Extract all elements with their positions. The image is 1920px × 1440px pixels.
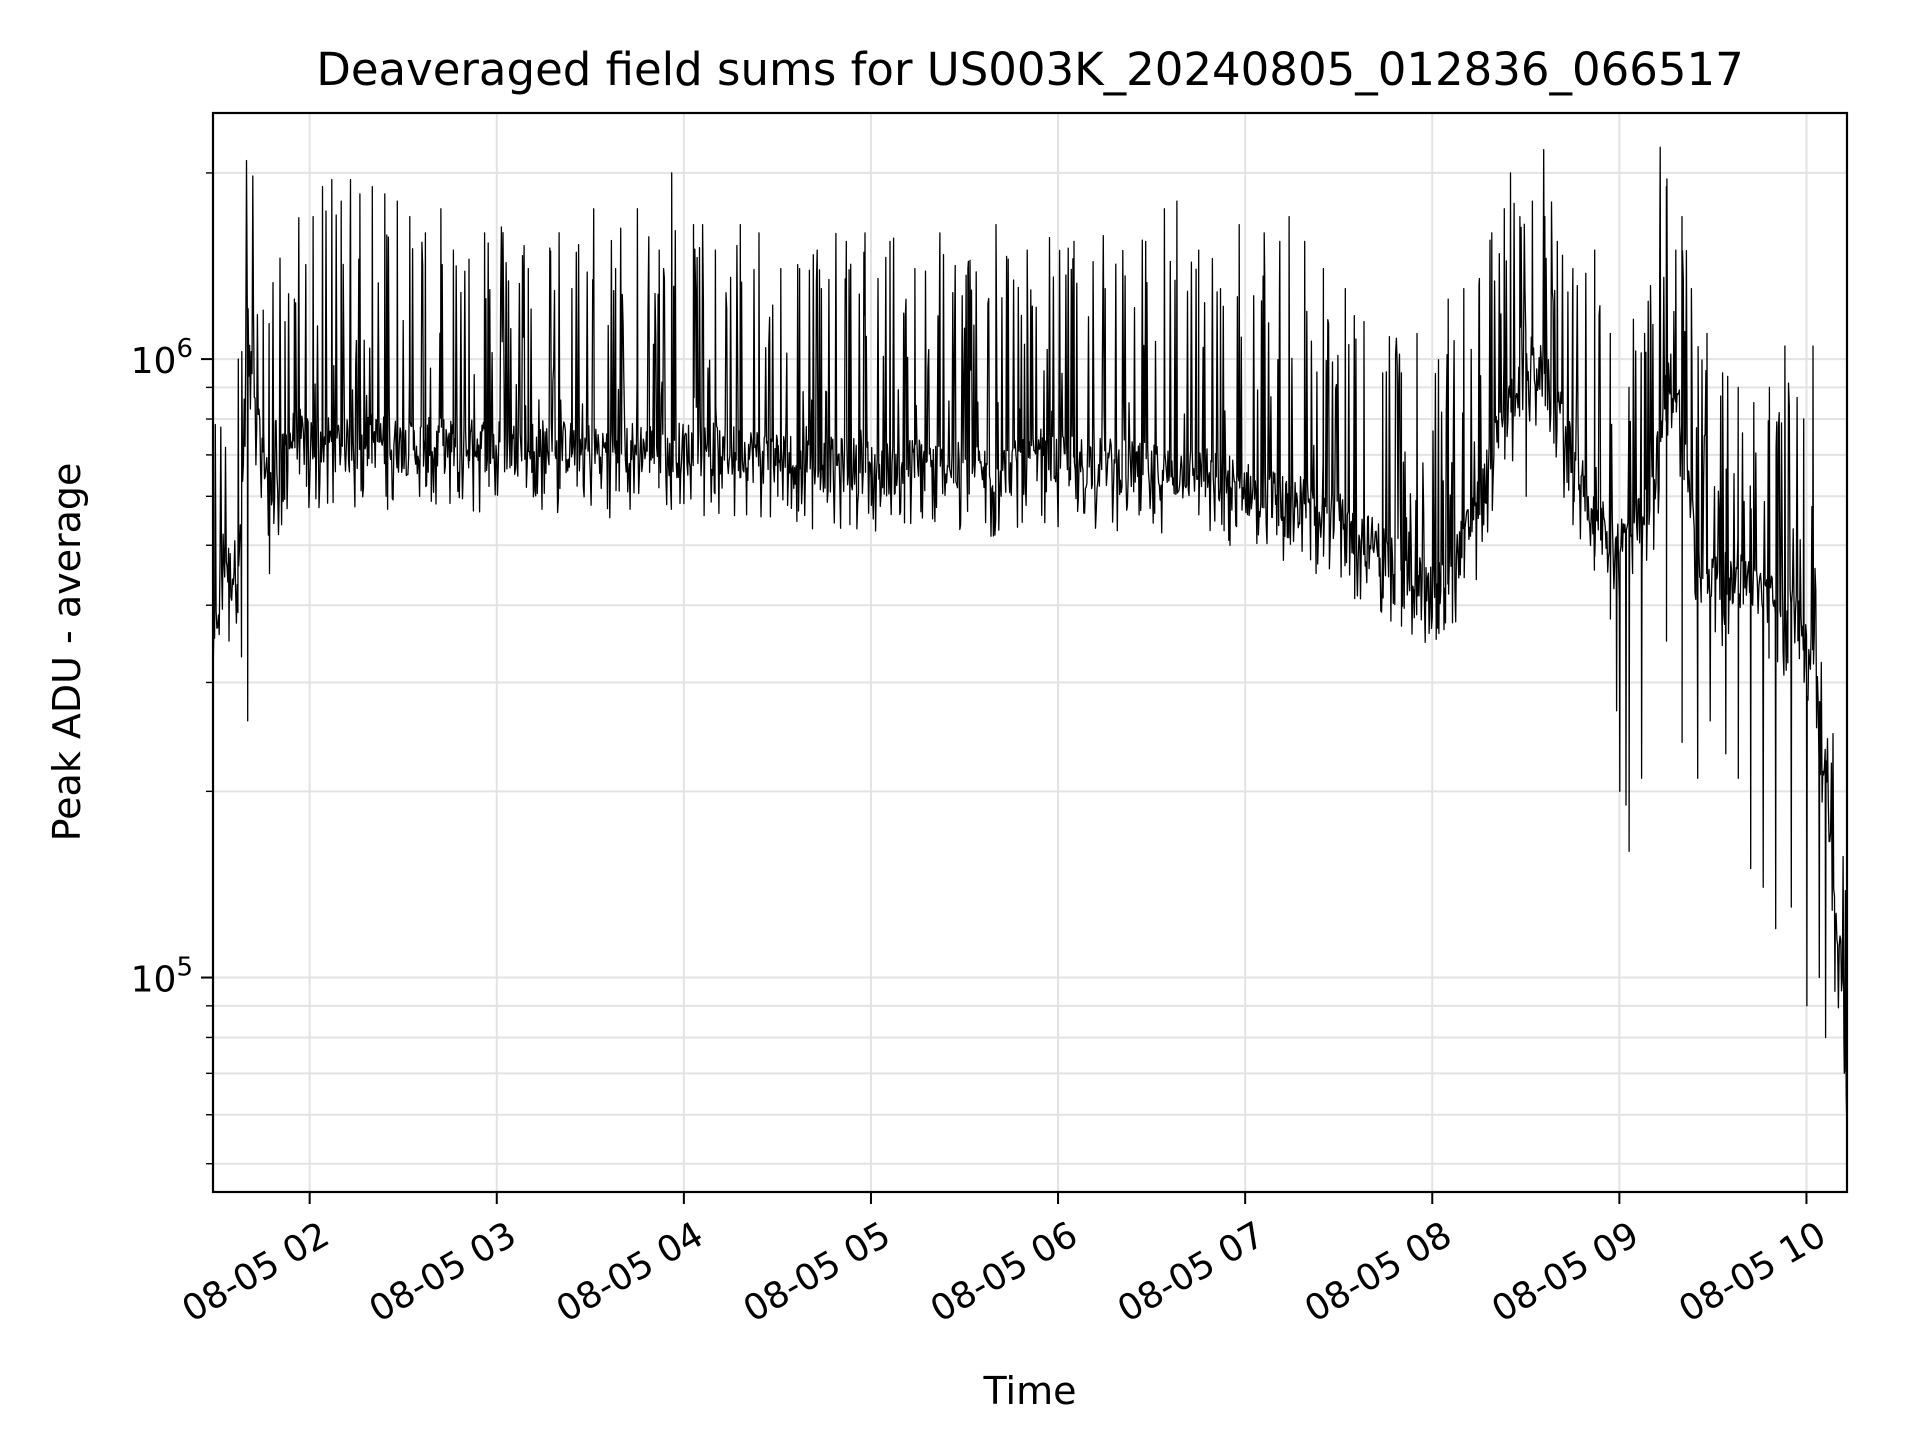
y-tick-label-exponent: 6 bbox=[176, 334, 193, 364]
y-tick-label-base: 10 bbox=[131, 341, 177, 382]
series-line bbox=[212, 146, 1848, 1132]
y-axis-label: Peak ADU - average bbox=[45, 463, 89, 842]
series-line-group bbox=[212, 146, 1848, 1132]
y-tick-label: 106 bbox=[131, 334, 193, 382]
x-axis-label: Time bbox=[983, 1369, 1077, 1413]
gridlines bbox=[213, 113, 1847, 1192]
y-tick-label-base: 10 bbox=[131, 960, 177, 1001]
y-tick-label: 105 bbox=[131, 953, 193, 1001]
chart-title: Deaveraged field sums for US003K_2024080… bbox=[316, 43, 1744, 96]
plot-frame bbox=[211, 111, 1849, 1194]
y-tick-label-exponent: 5 bbox=[176, 953, 193, 983]
